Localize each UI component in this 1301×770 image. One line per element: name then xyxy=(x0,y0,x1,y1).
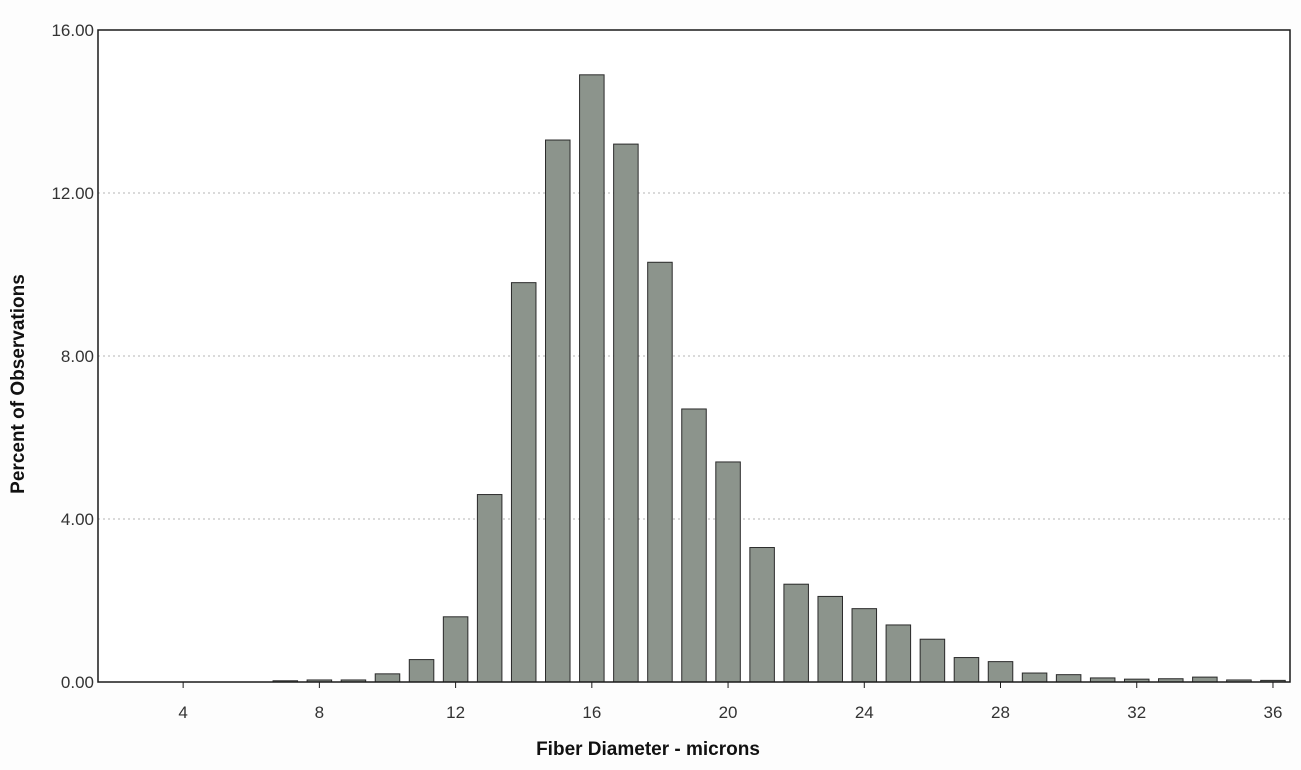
y-tick-label: 4.00 xyxy=(61,510,94,529)
y-tick-label: 12.00 xyxy=(51,184,94,203)
x-tick-label: 4 xyxy=(178,703,187,722)
bar xyxy=(579,74,605,683)
bar xyxy=(442,616,469,683)
bar xyxy=(817,595,843,683)
bar xyxy=(783,583,809,683)
x-tick-label: 20 xyxy=(719,703,738,722)
x-tick-label: 16 xyxy=(582,703,601,722)
bar xyxy=(408,659,435,683)
x-tick-label: 12 xyxy=(446,703,465,722)
bar xyxy=(987,661,1014,683)
bar xyxy=(749,547,775,683)
bar xyxy=(681,408,707,683)
bar xyxy=(1055,674,1082,683)
bar xyxy=(510,282,537,683)
bar xyxy=(613,143,639,683)
x-axis-ticks: 4 8 12 16 20 24 28 32 36 xyxy=(178,682,1282,722)
bar xyxy=(1021,672,1048,683)
bar xyxy=(953,657,980,683)
y-axis-ticks: 0.00 4.00 8.00 12.00 16.00 xyxy=(51,21,94,692)
bar xyxy=(919,638,946,683)
bar xyxy=(545,139,571,683)
x-tick-label: 24 xyxy=(855,703,874,722)
bar xyxy=(851,608,878,683)
bar xyxy=(476,494,503,683)
bars xyxy=(272,74,1286,683)
bar xyxy=(885,624,912,683)
y-tick-label: 8.00 xyxy=(61,347,94,366)
bar xyxy=(715,461,741,683)
plot-frame xyxy=(97,29,1291,683)
axes xyxy=(97,29,1291,683)
x-tick-label: 36 xyxy=(1264,703,1283,722)
y-axis-title: Percent of Observations xyxy=(8,274,29,494)
y-tick-label: 16.00 xyxy=(51,21,94,40)
x-tick-label: 8 xyxy=(315,703,324,722)
x-tick-label: 32 xyxy=(1127,703,1146,722)
y-tick-label: 0.00 xyxy=(61,673,94,692)
bar xyxy=(647,261,673,683)
x-axis-title: Fiber Diameter - microns xyxy=(536,739,760,760)
x-tick-label: 28 xyxy=(991,703,1010,722)
bar xyxy=(374,673,401,683)
